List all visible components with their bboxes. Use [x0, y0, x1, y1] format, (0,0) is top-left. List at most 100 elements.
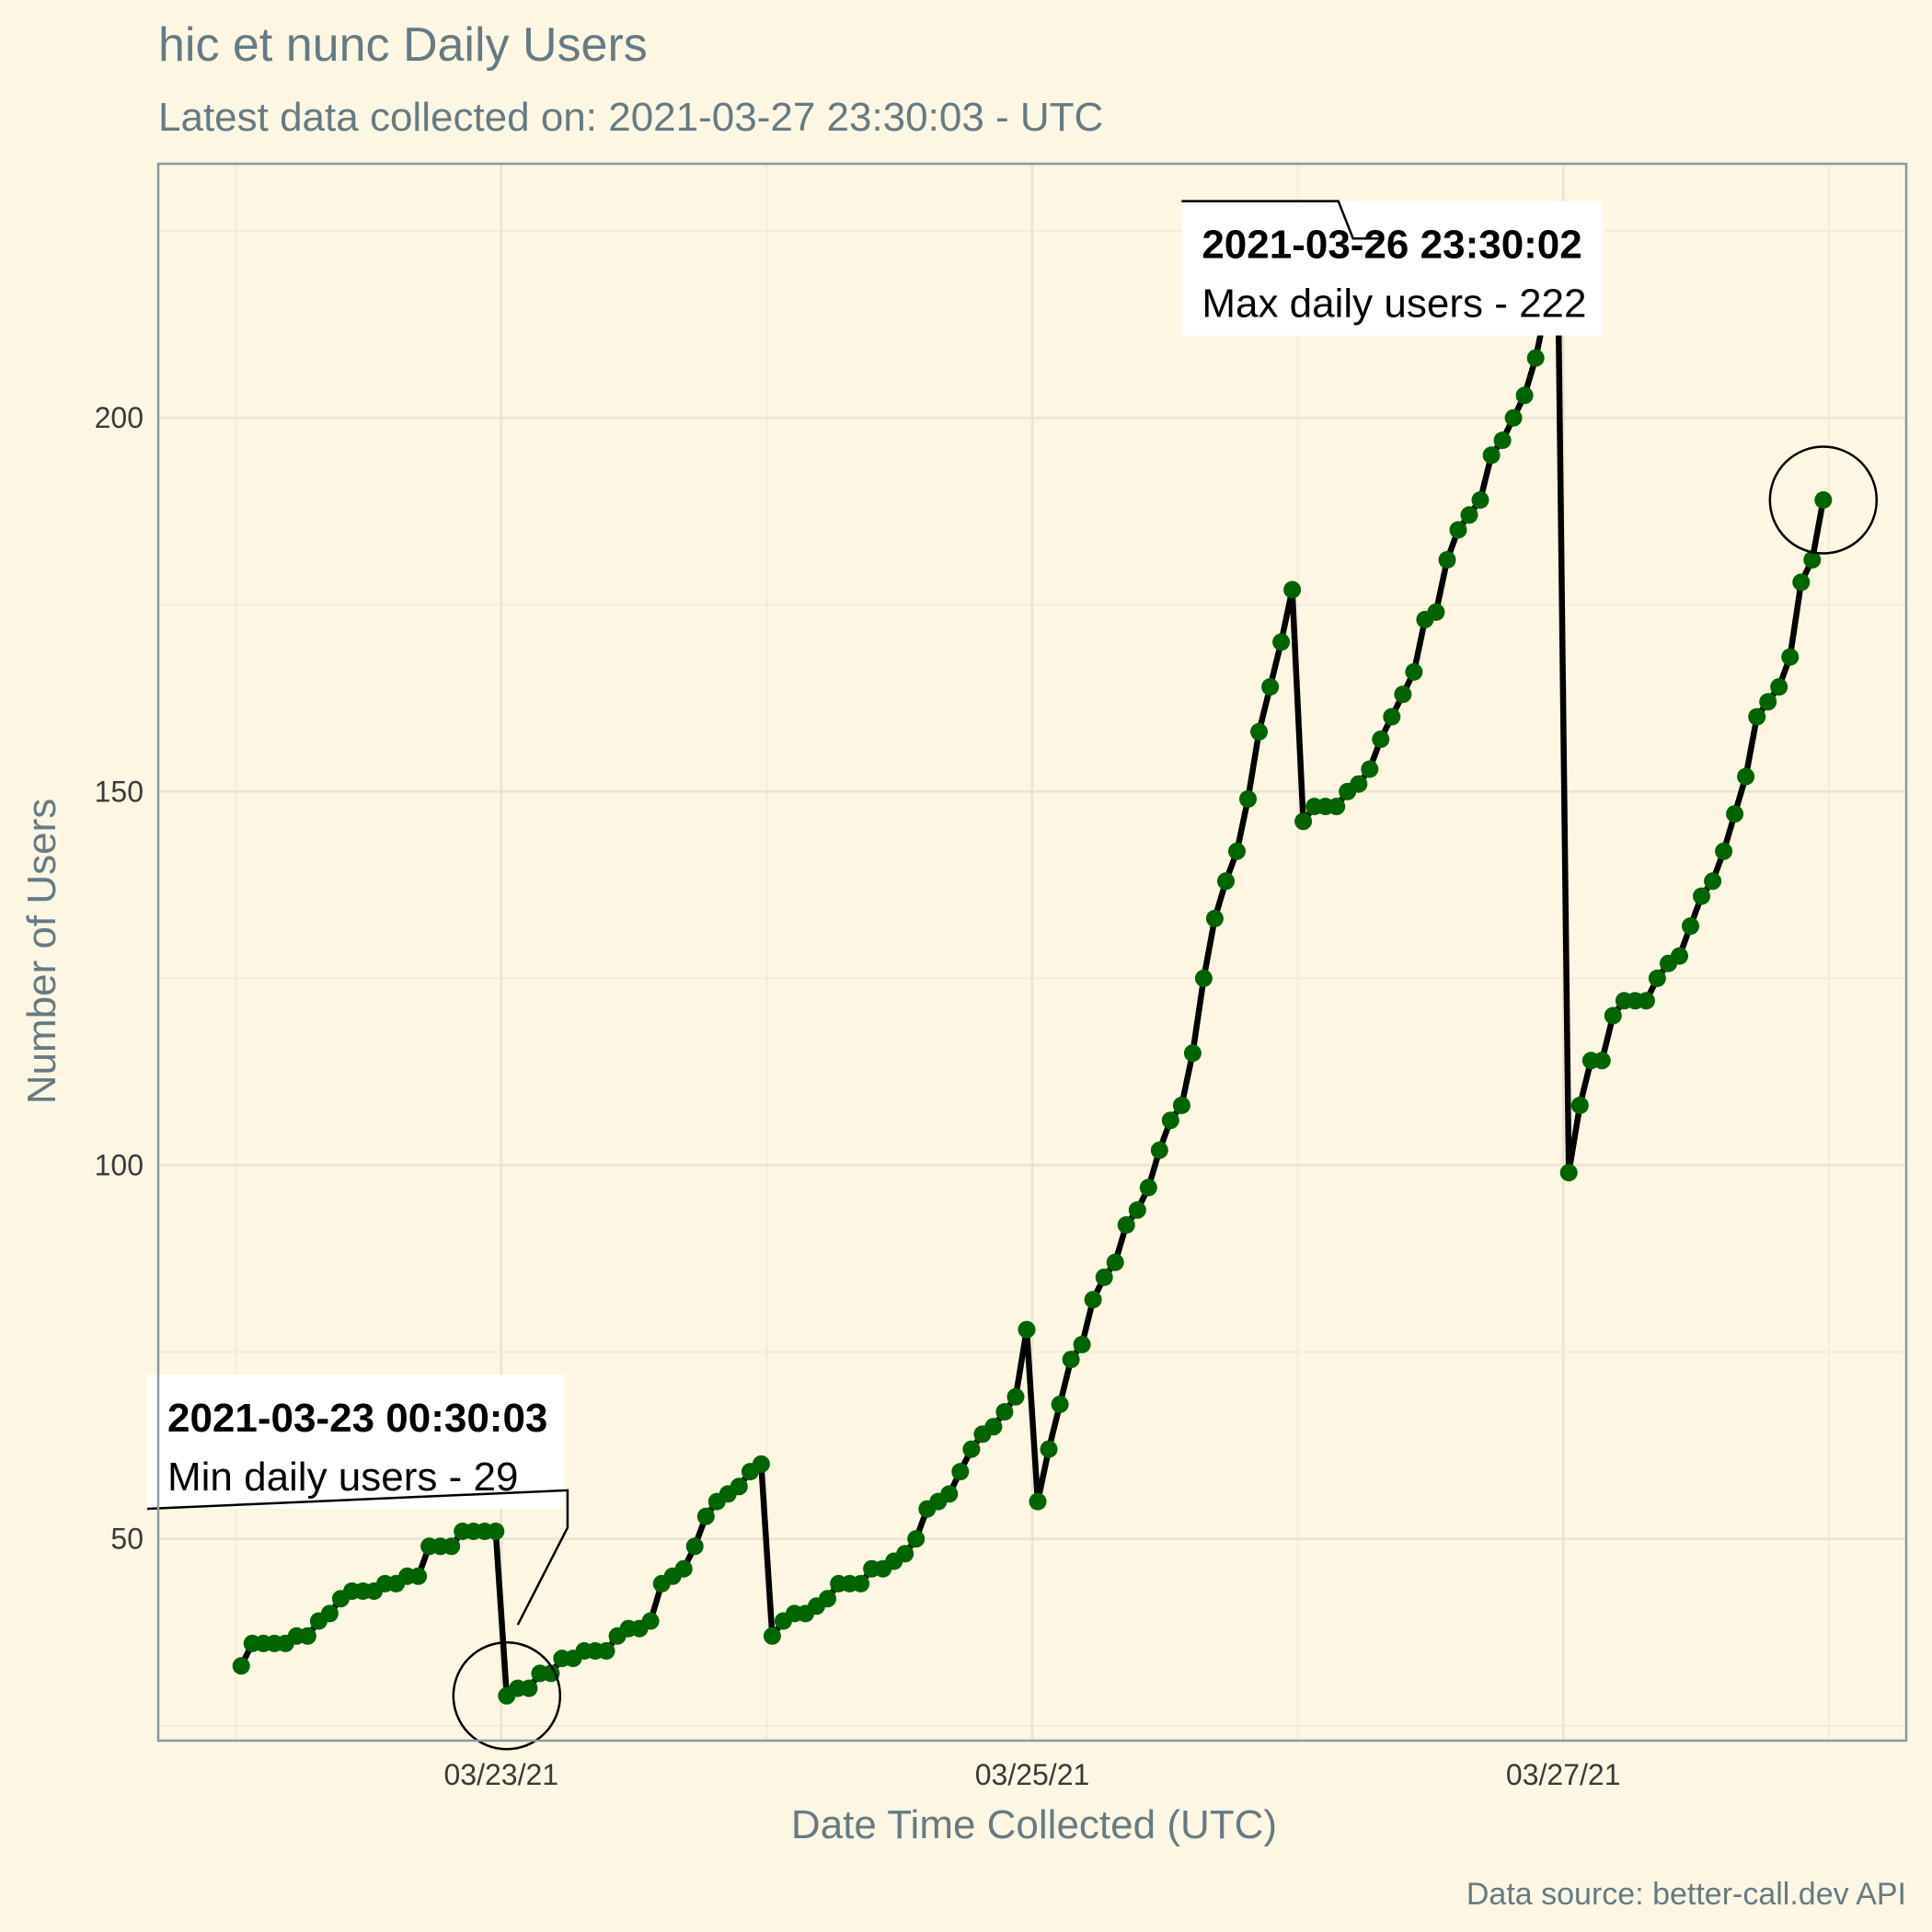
data-point [487, 1523, 505, 1540]
data-point [1438, 551, 1456, 569]
data-point [1172, 1097, 1190, 1114]
data-point [409, 1567, 428, 1585]
data-point [1350, 775, 1368, 793]
y-tick-label: 100 [95, 1149, 144, 1182]
x-tick-label: 03/23/21 [444, 1758, 559, 1791]
highlight-circle [1768, 445, 1879, 555]
data-point [1671, 947, 1688, 965]
data-point [1759, 693, 1777, 711]
data-line-layer [238, 250, 1826, 1699]
data-point [443, 1537, 461, 1556]
data-point [1427, 603, 1445, 621]
data-point [1095, 1268, 1113, 1286]
data-point [1328, 798, 1346, 816]
data-point [1792, 573, 1811, 592]
data-point [1737, 767, 1755, 786]
annotation-label-box [1181, 201, 1604, 336]
data-point [1062, 1351, 1080, 1369]
data-point [1570, 1097, 1589, 1114]
data-source-caption: Data source: better-call.dev API [1466, 1877, 1906, 1912]
data-point [819, 1590, 836, 1608]
data-points-layer [232, 245, 1833, 1705]
y-tick-label: 150 [95, 775, 144, 808]
data-point [1261, 678, 1280, 696]
data-point [1150, 1141, 1168, 1159]
data-point [1515, 386, 1534, 405]
data-point [1748, 707, 1766, 726]
data-point [641, 1612, 660, 1630]
data-point [1040, 1440, 1058, 1458]
annotation-label-box [146, 1374, 565, 1509]
data-point [298, 1627, 316, 1645]
chart-title: hic et nunc Daily Users [158, 18, 648, 72]
annotation-text: Max daily users - 222 [1202, 282, 1586, 327]
data-point [1593, 1052, 1611, 1070]
data-point [1294, 812, 1313, 831]
data-point [1814, 491, 1833, 509]
data-point [962, 1440, 981, 1458]
data-point [730, 1478, 748, 1496]
chart-subtitle: Latest data collected on: 2021-03-27 23:… [158, 95, 1103, 140]
data-point [1018, 1320, 1036, 1339]
data-point [1559, 1164, 1578, 1182]
annotation-connector [146, 1489, 569, 1626]
data-point [1682, 917, 1699, 936]
data-point [1383, 707, 1401, 726]
data-point [597, 1642, 615, 1660]
data-point [320, 1604, 339, 1623]
annotation-layer: 2021-03-23 00:30:03 Min daily users - 29 2… [146, 200, 1879, 1751]
data-point [1526, 349, 1545, 367]
data-point [995, 1403, 1014, 1421]
data-point [1726, 805, 1744, 823]
data-point [1106, 1253, 1124, 1271]
data-point [1704, 872, 1722, 891]
data-point [1283, 581, 1302, 599]
data-point [1493, 431, 1512, 450]
data-point [542, 1664, 560, 1683]
data-point [1471, 491, 1489, 509]
data-point [1637, 992, 1655, 1010]
data-point [1504, 408, 1523, 427]
data-point [685, 1537, 704, 1556]
data-point [1139, 1179, 1157, 1197]
data-point [1029, 1492, 1047, 1511]
data-point [1449, 521, 1467, 539]
data-point [1460, 506, 1478, 524]
highlight-circle [452, 1641, 562, 1751]
data-point [1693, 887, 1710, 905]
data-point [896, 1545, 914, 1563]
x-tick-labels: 03/23/21 03/25/21 03/27/21 [444, 1758, 1621, 1791]
data-point [1217, 872, 1235, 891]
data-point [1073, 1336, 1091, 1353]
x-tick-label: 03/25/21 [975, 1758, 1090, 1791]
data-point [1205, 909, 1224, 927]
data-point [1361, 760, 1379, 778]
x-tick-label: 03/27/21 [1506, 1758, 1621, 1791]
panel-border [156, 162, 1908, 1742]
data-point [1250, 722, 1268, 741]
data-point [984, 1418, 1003, 1436]
data-point [1648, 969, 1666, 987]
x-axis-title: Date Time Collected (UTC) [791, 1802, 1277, 1847]
data-point [520, 1679, 538, 1697]
annotation-text: Min daily users - 29 [167, 1455, 518, 1500]
annotation-date: 2021-03-23 00:30:03 [167, 1396, 547, 1441]
data-point [1084, 1291, 1102, 1309]
data-point [752, 1455, 770, 1473]
data-point [951, 1463, 970, 1481]
data-point [1405, 662, 1423, 681]
y-tick-label: 50 [110, 1523, 144, 1556]
data-point [1715, 842, 1733, 860]
data-point [1161, 1111, 1179, 1130]
y-tick-label: 200 [95, 401, 144, 434]
data-point [1117, 1216, 1135, 1234]
data-point [1051, 1396, 1069, 1413]
y-tick-labels: 50 100 150 200 [95, 401, 144, 1555]
data-point [1183, 1044, 1202, 1063]
data-point [232, 1657, 250, 1675]
data-point [1803, 551, 1822, 569]
series-line [238, 250, 1826, 1699]
data-point [1394, 685, 1412, 704]
data-point [1006, 1387, 1025, 1406]
